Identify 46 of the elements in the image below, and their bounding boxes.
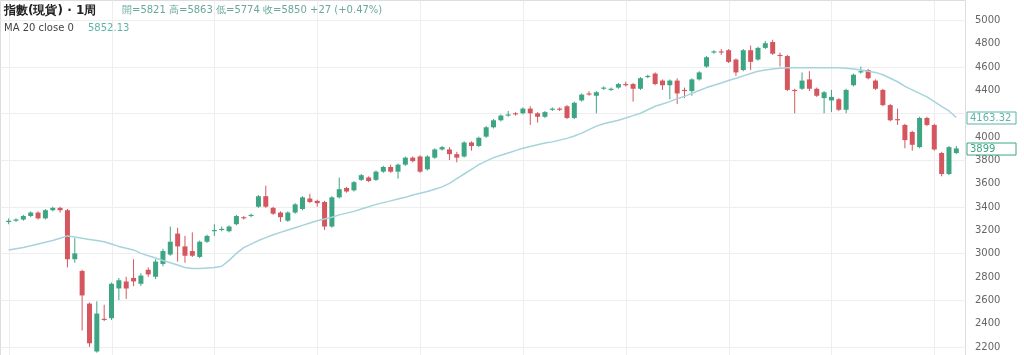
candlestick [843,88,849,114]
y-tick-label: 2600 [975,294,1001,306]
candlestick [748,45,754,71]
candlestick [593,90,599,114]
candlestick [586,90,592,97]
candlestick [336,177,342,200]
candlestick [189,231,195,258]
candlestick [175,227,181,263]
candlestick [72,237,78,264]
annotation: 開=5821 高=5863 低=5774 收=5850 +27 (+0.47%) [122,4,383,15]
candlestick [630,82,636,103]
candlestick [153,258,159,280]
candlestick [182,235,188,264]
text: 3899 [970,143,996,154]
y-tick-label: 4000 [975,130,1001,142]
candlestick [939,151,945,177]
candlestick [711,49,717,55]
y-tick-label: 3200 [975,224,1001,236]
candlestick [395,162,401,180]
candlestick [263,185,269,209]
candlestick [806,70,812,92]
text: MA 20 close 0 [4,22,74,33]
y-tick-label: 2400 [975,317,1001,329]
text: 4163.32 [970,112,1012,123]
y-tick-label: 3400 [975,200,1001,212]
candlestick [116,277,122,301]
y-tick-label: 2200 [975,340,1001,352]
y-tick-label: 4800 [975,37,1001,49]
y-tick-label: 2800 [975,270,1001,282]
candlestick [821,90,827,114]
annotation: 5852.13 [88,22,130,33]
candlestick [909,130,915,152]
y-tick-label: 3600 [975,177,1001,189]
candlestick [902,123,908,149]
candlestick [740,48,746,72]
chart-title: 指數(現貨) · 1周 [3,3,97,17]
candlestick [167,226,173,257]
line-series [7,66,958,270]
candlestick [799,71,805,91]
y-tick-label: 3000 [975,247,1001,259]
candlestick [123,276,129,300]
y-tick-label: 4600 [975,60,1001,72]
y-tick-label: 3800 [975,153,1001,165]
y-tick-label: 4400 [975,83,1001,95]
candlestick [674,77,680,105]
y-tick-label: 5000 [975,13,1001,25]
